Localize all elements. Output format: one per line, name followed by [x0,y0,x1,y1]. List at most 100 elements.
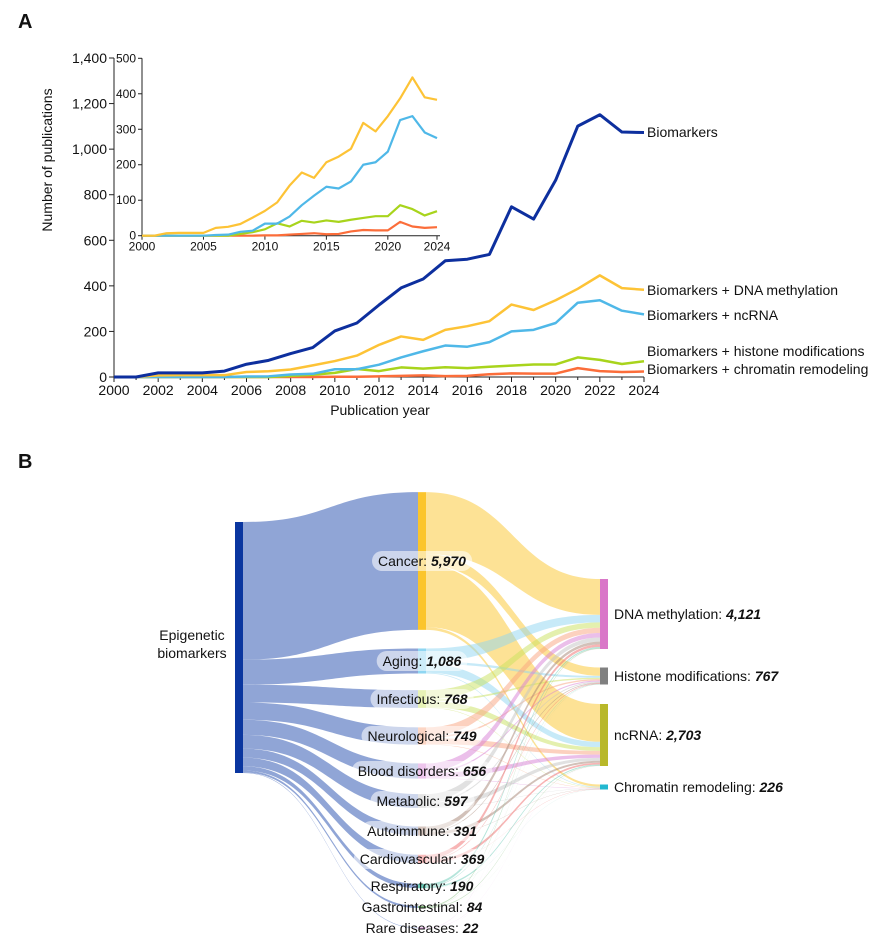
series-line-3 [114,298,645,379]
link-source-cancer [243,492,418,660]
category-label: Blood disorders: 656 [358,763,487,779]
link-neurological-to-histone-modifications [426,679,600,739]
node-epigenetic-biomarkers [235,522,243,773]
link-infectious-to-dna-methylation [426,622,600,700]
category-label: Infectious: 768 [376,691,467,707]
link-source-rare-diseases [243,772,418,929]
series-line-1 [114,113,645,379]
y-tick-label: 1,400 [72,50,107,66]
link-source-respiratory [243,766,418,889]
x-tick-label: 2004 [187,382,218,398]
y-tick-label: 0 [99,369,107,385]
category-name: Cancer: [378,553,431,569]
category-label: Neurological: 749 [368,728,477,744]
target-value: 4,121 [725,606,761,622]
source-label-line: biomarkers [157,645,226,661]
inset-series-line-2 [142,76,438,237]
inset-series-line-3 [142,115,438,237]
x-tick-label: 2014 [408,382,439,398]
target-value: 226 [759,779,784,795]
link-autoimmune-to-histone-modifications [426,682,600,833]
inset-x-tick-label: 2015 [313,240,340,254]
panel-label-a: A [18,11,32,33]
link-infectious-to-histone-modifications [426,677,600,702]
panel-label-b: B [18,451,32,473]
link-aging-to-ncrna [426,664,600,748]
x-axis-title: Publication year [330,402,430,418]
series-label-4: Biomarkers + histone modifications [647,343,865,359]
link-source-metabolic [243,734,418,808]
category-label: Autoimmune: 391 [367,823,477,839]
inset-y-tick-label: 100 [116,193,136,207]
category-name: Aging: [383,653,427,669]
link-neurological-to-dna-methylation [426,627,600,737]
link-blood-disorders-to-histone-modifications [426,680,600,773]
link-aging-to-dna-methylation [426,614,600,662]
link-rare-diseases-to-chromatin-remodeling [426,789,600,929]
inset-y-tick-label: 400 [116,87,136,101]
inset-background [140,54,443,238]
x-tick-label: 2010 [319,382,350,398]
category-label: Aging: 1,086 [383,653,462,669]
category-value: 22 [462,920,479,936]
source-label-line: Epigenetic [159,627,224,643]
x-tick-label: 2006 [231,382,262,398]
y-tick-label: 1,200 [72,96,107,112]
category-value: 190 [450,878,474,894]
link-cardiovascular-to-dna-methylation [426,644,600,860]
target-name: DNA methylation: [614,606,726,622]
link-rare-diseases-to-ncrna [426,765,600,929]
link-aging-to-histone-modifications [426,661,600,678]
category-value: 5,970 [431,553,466,569]
inset-y-tick-label: 500 [116,51,136,65]
link-source-gastrointestinal [243,770,418,908]
link-cancer-to-dna-methylation [426,492,600,615]
category-label-background [376,651,468,671]
x-tick-label: 2002 [143,382,174,398]
category-name: Respiratory: [371,878,450,894]
category-name: Infectious: [376,691,444,707]
y-axis-title: Number of publications [39,88,55,231]
x-tick-label: 2000 [98,382,129,398]
link-source-cardiovascular [243,757,418,864]
sankey-diagram: Epigenetic biomarkers Cancer: 5,970 Aging: … [157,492,783,936]
link-respiratory-to-dna-methylation [426,646,600,887]
series-line-2 [114,274,645,379]
category-value: 768 [444,691,468,707]
category-value: 84 [467,899,483,915]
inset-y-tick-label: 200 [116,158,136,172]
category-label-background [353,849,491,869]
y-tick-label: 1,000 [72,141,107,157]
target-label: DNA methylation: 4,121 [614,606,761,622]
link-respiratory-to-histone-modifications [426,683,600,887]
x-tick-label: 2020 [540,382,571,398]
link-cancer-to-ncrna [426,565,600,742]
link-respiratory-to-chromatin-remodeling [426,789,600,889]
category-value: 1,086 [426,653,461,669]
inset-x-tick-label: 2010 [252,240,279,254]
inset-line-chart: 0 100 200 300 400 500 2000 2005 2010 2015 2020 2024 [116,51,451,253]
inset-x-tick-label: 2020 [374,240,401,254]
category-label-background [370,689,474,709]
category-value: 369 [461,851,485,867]
link-metabolic-to-ncrna [426,757,600,808]
target-label: Chromatin remodeling: 226 [614,779,783,795]
link-gastrointestinal-to-ncrna [426,765,600,908]
x-tick-label: 2018 [496,382,527,398]
category-label-background [370,791,475,811]
category-label-background [361,726,483,746]
category-label: Gastrointestinal: 84 [362,899,483,915]
link-cardiovascular-to-histone-modifications [426,683,600,861]
node-rare-diseases [418,927,426,929]
y-tick-label: 800 [84,187,108,203]
inset-x-tick-label: 2000 [129,240,156,254]
link-metabolic-to-dna-methylation [426,637,600,802]
category-label: Metabolic: 597 [376,793,468,809]
category-name: Autoimmune: [367,823,453,839]
y-tick-label: 400 [84,278,108,294]
link-cardiovascular-to-ncrna [426,762,600,864]
link-rare-diseases-to-histone-modifications [426,684,600,929]
link-metabolic-to-histone-modifications [426,681,600,803]
category-name: Cardiovascular: [360,851,461,867]
